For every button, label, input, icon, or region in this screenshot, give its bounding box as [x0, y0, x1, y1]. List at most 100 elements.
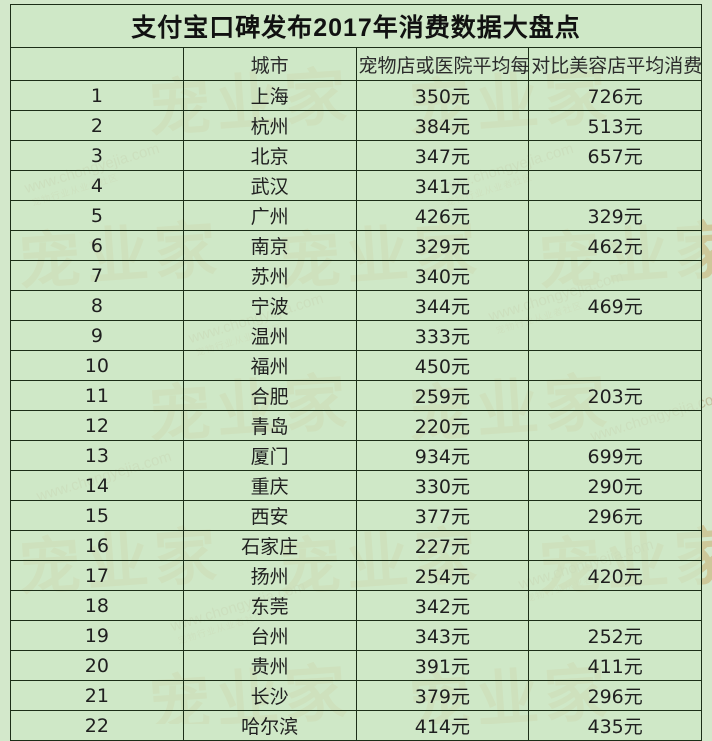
cell-pet-store-spend: 350元	[355, 80, 530, 111]
cell-index: 9	[10, 320, 184, 351]
cell-salon-spend	[528, 590, 702, 621]
cell-index: 22	[10, 710, 184, 741]
cell-pet-store-spend: 377元	[355, 500, 530, 531]
cell-pet-store-spend: 259元	[355, 380, 530, 411]
cell-pet-store-spend: 344元	[355, 290, 530, 321]
table-row: 13 厦门 934元 699元	[10, 440, 702, 471]
cell-salon-spend	[528, 320, 702, 351]
cell-salon-spend: 329元	[528, 200, 702, 231]
cell-index: 1	[10, 80, 184, 111]
cell-index: 21	[10, 680, 184, 711]
cell-city: 上海	[182, 80, 357, 111]
cell-city: 厦门	[182, 440, 357, 471]
cell-pet-store-spend: 341元	[355, 170, 530, 201]
cell-city: 台州	[182, 620, 357, 651]
cell-salon-spend: 203元	[528, 380, 702, 411]
table-row: 6 南京 329元 462元	[10, 230, 702, 261]
cell-city: 南京	[182, 230, 357, 261]
cell-city: 宁波	[182, 290, 357, 321]
cell-pet-store-spend: 450元	[355, 350, 530, 381]
table-row: 14 重庆 330元 290元	[10, 470, 702, 501]
cell-city: 温州	[182, 320, 357, 351]
cell-salon-spend: 469元	[528, 290, 702, 321]
table-row: 5 广州 426元 329元	[10, 200, 702, 231]
spreadsheet-area: 支付宝口碑发布2017年消费数据大盘点 城市 宠物店或医院平均每次消费情况 对比…	[10, 4, 702, 741]
table-header-row: 城市 宠物店或医院平均每次消费情况 对比美容店平均消费情况	[10, 47, 702, 81]
table-row: 7 苏州 340元	[10, 260, 702, 291]
table-row: 20 贵州 391元 411元	[10, 650, 702, 681]
table-row: 22 哈尔滨 414元 435元	[10, 710, 702, 741]
cell-city: 福州	[182, 350, 357, 381]
cell-salon-spend: 290元	[528, 470, 702, 501]
cell-index: 20	[10, 650, 184, 681]
cell-index: 7	[10, 260, 184, 291]
cell-pet-store-spend: 329元	[355, 230, 530, 261]
cell-index: 5	[10, 200, 184, 231]
cell-city: 东莞	[182, 590, 357, 621]
cell-index: 6	[10, 230, 184, 261]
cell-pet-store-spend: 384元	[355, 110, 530, 141]
cell-salon-spend: 252元	[528, 620, 702, 651]
cell-pet-store-spend: 330元	[355, 470, 530, 501]
cell-city: 合肥	[182, 380, 357, 411]
table-row: 17 扬州 254元 420元	[10, 560, 702, 591]
cell-pet-store-spend: 340元	[355, 260, 530, 291]
cell-salon-spend	[528, 170, 702, 201]
column-header-city: 城市	[182, 47, 357, 81]
table-row: 1 上海 350元 726元	[10, 80, 702, 111]
cell-index: 4	[10, 170, 184, 201]
cell-pet-store-spend: 343元	[355, 620, 530, 651]
table-row: 12 青岛 220元	[10, 410, 702, 441]
cell-city: 苏州	[182, 260, 357, 291]
cell-index: 14	[10, 470, 184, 501]
cell-salon-spend: 296元	[528, 500, 702, 531]
column-header-salon: 对比美容店平均消费情况	[528, 47, 702, 81]
cell-salon-spend	[528, 530, 702, 561]
cell-city: 石家庄	[182, 530, 357, 561]
cell-index: 13	[10, 440, 184, 471]
cell-salon-spend: 726元	[528, 80, 702, 111]
table-row: 2 杭州 384元 513元	[10, 110, 702, 141]
cell-pet-store-spend: 342元	[355, 590, 530, 621]
table-row: 11 合肥 259元 203元	[10, 380, 702, 411]
cell-index: 3	[10, 140, 184, 171]
cell-salon-spend	[528, 410, 702, 441]
cell-salon-spend	[528, 260, 702, 291]
table-row: 3 北京 347元 657元	[10, 140, 702, 171]
column-header-pet-store: 宠物店或医院平均每次消费情况	[355, 47, 530, 81]
cell-salon-spend: 296元	[528, 680, 702, 711]
cell-city: 长沙	[182, 680, 357, 711]
cell-pet-store-spend: 347元	[355, 140, 530, 171]
cell-salon-spend: 699元	[528, 440, 702, 471]
cell-index: 17	[10, 560, 184, 591]
column-header-index	[10, 47, 184, 81]
cell-index: 18	[10, 590, 184, 621]
cell-city: 哈尔滨	[182, 710, 357, 741]
cell-index: 10	[10, 350, 184, 381]
cell-salon-spend: 420元	[528, 560, 702, 591]
cell-city: 贵州	[182, 650, 357, 681]
consumption-data-table: 支付宝口碑发布2017年消费数据大盘点 城市 宠物店或医院平均每次消费情况 对比…	[10, 4, 702, 741]
table-row: 16 石家庄 227元	[10, 530, 702, 561]
cell-index: 12	[10, 410, 184, 441]
cell-city: 扬州	[182, 560, 357, 591]
cell-pet-store-spend: 934元	[355, 440, 530, 471]
cell-index: 16	[10, 530, 184, 561]
cell-salon-spend: 513元	[528, 110, 702, 141]
table-row: 4 武汉 341元	[10, 170, 702, 201]
page-title: 支付宝口碑发布2017年消费数据大盘点	[10, 4, 702, 48]
table-row: 18 东莞 342元	[10, 590, 702, 621]
cell-pet-store-spend: 414元	[355, 710, 530, 741]
table-row: 21 长沙 379元 296元	[10, 680, 702, 711]
cell-index: 15	[10, 500, 184, 531]
table-row: 8 宁波 344元 469元	[10, 290, 702, 321]
cell-salon-spend	[528, 350, 702, 381]
cell-city: 青岛	[182, 410, 357, 441]
cell-city: 武汉	[182, 170, 357, 201]
cell-index: 19	[10, 620, 184, 651]
cell-city: 杭州	[182, 110, 357, 141]
table-title-row: 支付宝口碑发布2017年消费数据大盘点	[10, 4, 702, 48]
cell-pet-store-spend: 254元	[355, 560, 530, 591]
cell-salon-spend: 462元	[528, 230, 702, 261]
cell-pet-store-spend: 220元	[355, 410, 530, 441]
